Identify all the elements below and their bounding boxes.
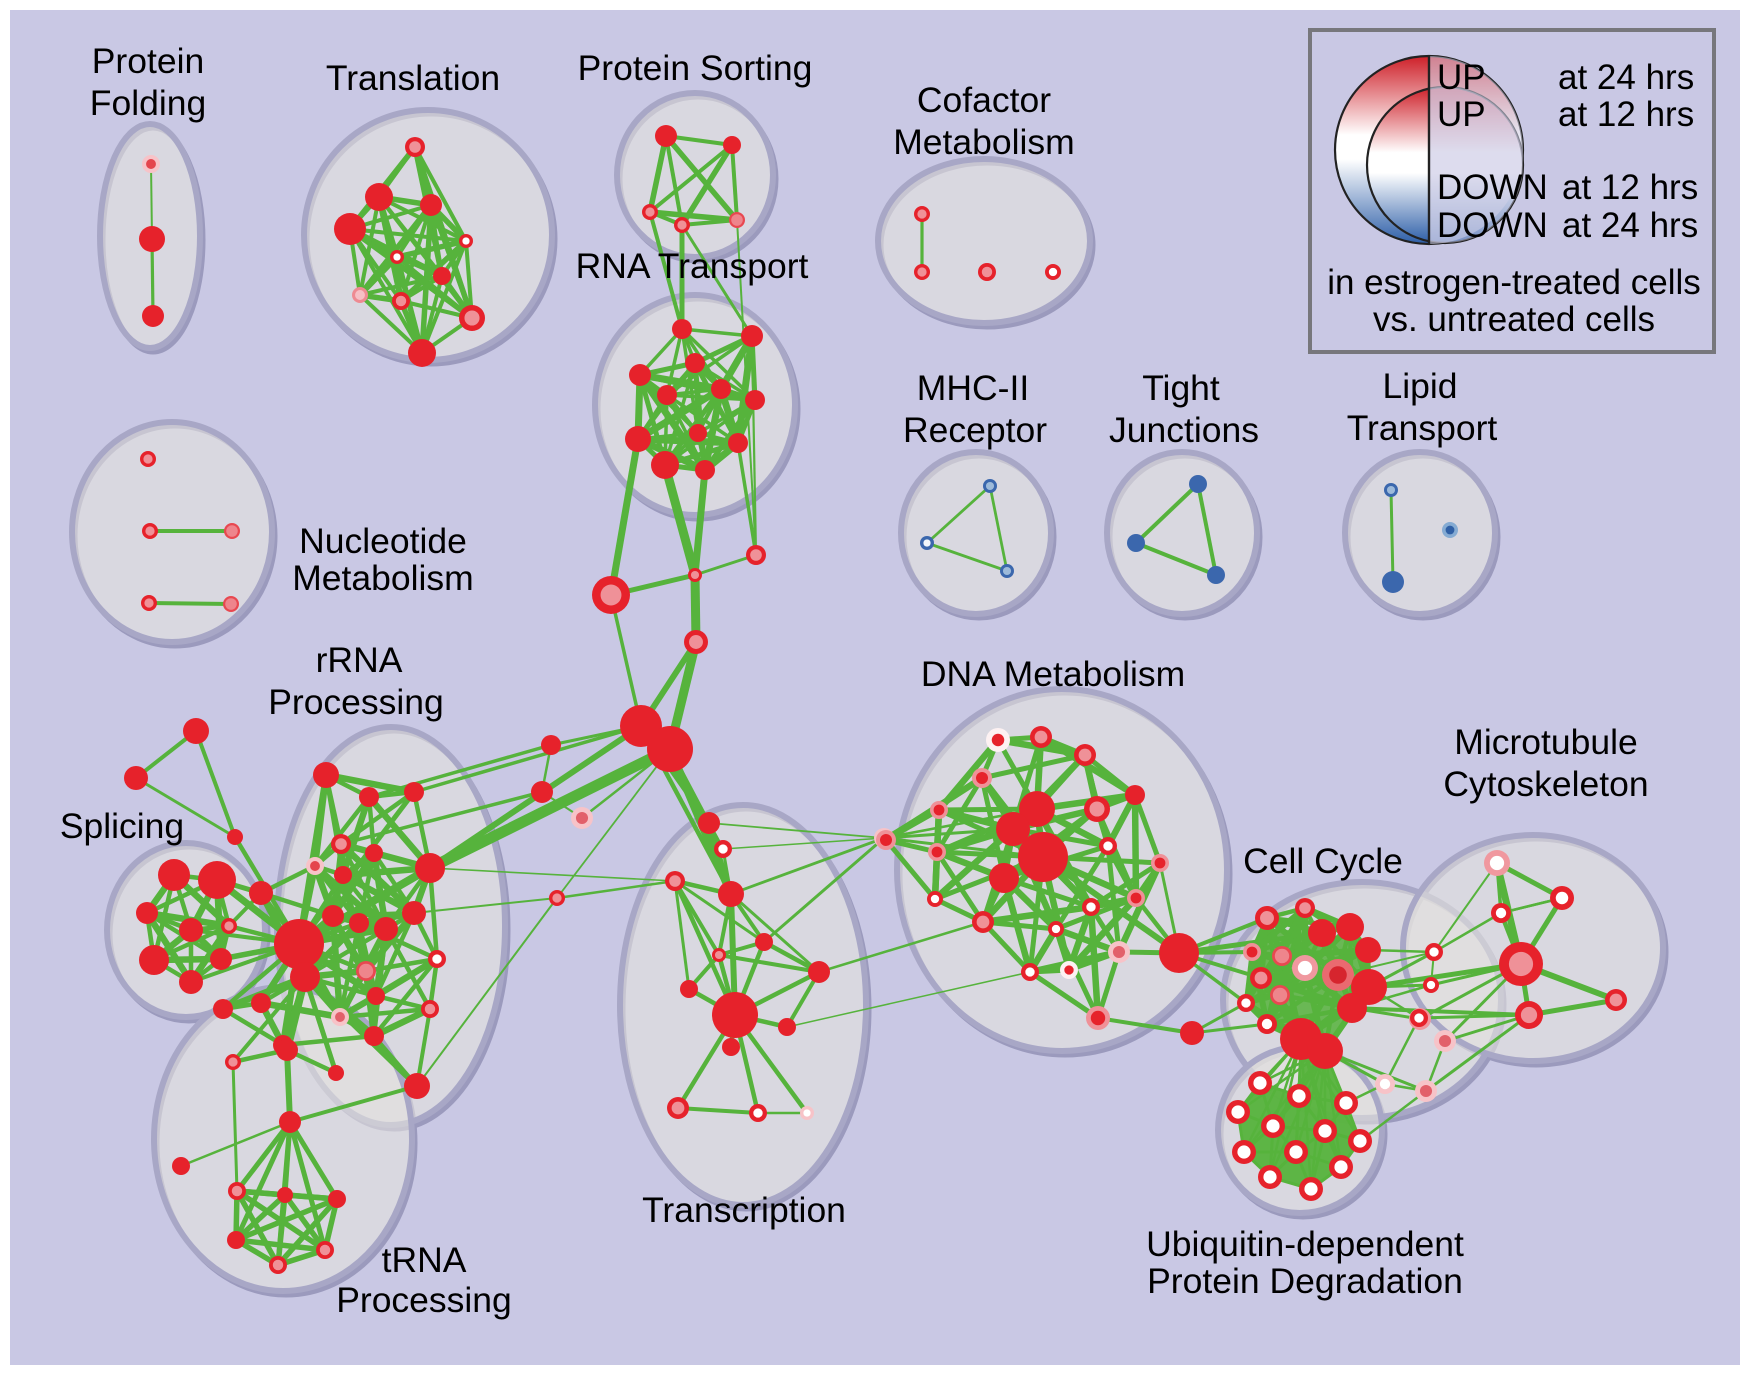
svg-text:Protein: Protein	[92, 41, 204, 81]
svg-text:DOWN: DOWN	[1437, 206, 1548, 245]
svg-text:Nucleotide: Nucleotide	[299, 521, 467, 561]
svg-text:Tight: Tight	[1142, 368, 1220, 408]
svg-text:DOWN: DOWN	[1437, 168, 1548, 207]
svg-text:tRNA: tRNA	[382, 1240, 467, 1280]
svg-text:Receptor: Receptor	[903, 410, 1047, 450]
svg-text:at 24 hrs: at 24 hrs	[1558, 58, 1694, 97]
svg-text:at 12 hrs: at 12 hrs	[1562, 168, 1698, 207]
svg-text:in estrogen-treated cells: in estrogen-treated cells	[1327, 263, 1701, 302]
svg-text:Metabolism: Metabolism	[893, 122, 1075, 162]
svg-text:Cell Cycle: Cell Cycle	[1243, 841, 1403, 881]
svg-text:rRNA: rRNA	[316, 640, 403, 680]
svg-text:DNA Metabolism: DNA Metabolism	[921, 654, 1185, 694]
svg-text:MHC-II: MHC-II	[917, 368, 1029, 408]
svg-text:UP: UP	[1437, 58, 1486, 97]
svg-text:RNA Transport: RNA Transport	[576, 246, 809, 286]
svg-text:Processing: Processing	[268, 682, 444, 722]
svg-text:UP: UP	[1437, 95, 1486, 134]
svg-text:at 12 hrs: at 12 hrs	[1558, 95, 1694, 134]
svg-text:Cofactor: Cofactor	[917, 80, 1051, 120]
svg-text:Ubiquitin-dependent: Ubiquitin-dependent	[1146, 1224, 1464, 1264]
svg-text:vs. untreated cells: vs. untreated cells	[1373, 300, 1655, 339]
svg-text:Splicing: Splicing	[60, 806, 184, 846]
svg-text:Protein Degradation: Protein Degradation	[1147, 1261, 1463, 1301]
svg-text:Processing: Processing	[336, 1280, 512, 1320]
svg-text:Protein Sorting: Protein Sorting	[578, 48, 813, 88]
svg-text:Microtubule: Microtubule	[1454, 722, 1638, 762]
svg-text:Junctions: Junctions	[1109, 410, 1259, 450]
svg-text:Transport: Transport	[1347, 408, 1498, 448]
svg-text:Transcription: Transcription	[642, 1190, 846, 1230]
svg-text:Metabolism: Metabolism	[292, 558, 474, 598]
svg-text:Cytoskeleton: Cytoskeleton	[1443, 764, 1648, 804]
svg-text:Folding: Folding	[90, 83, 206, 123]
svg-text:Lipid: Lipid	[1382, 366, 1457, 406]
svg-text:at 24 hrs: at 24 hrs	[1562, 206, 1698, 245]
svg-text:Translation: Translation	[326, 58, 500, 98]
